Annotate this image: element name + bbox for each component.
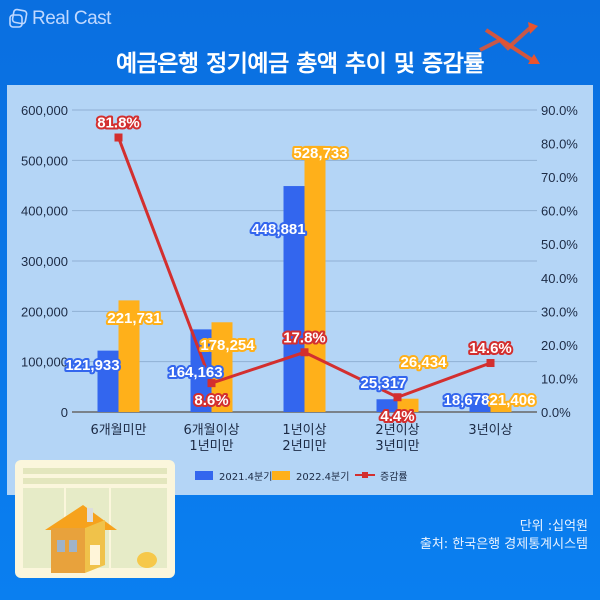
- bar-2022: [118, 300, 140, 412]
- brand-name: Real Cast: [32, 8, 111, 29]
- unit-label: 단위 :십억원: [519, 519, 588, 534]
- legend-label-2021: 2021.4분기: [219, 471, 272, 483]
- bar-2021: [97, 350, 119, 412]
- x-tick: 6개월미만: [90, 423, 146, 438]
- bar-2022: [304, 145, 326, 412]
- x-tick: 3년미만: [375, 439, 419, 454]
- realcast-logo-icon: [9, 8, 28, 28]
- growth-marker: [393, 393, 402, 402]
- bar-2021: [190, 329, 212, 412]
- data-label-2021: 448,881: [251, 221, 305, 238]
- data-label-2022: 21,406: [490, 392, 536, 409]
- y-left-tick: 0: [61, 405, 68, 420]
- house-illustration: [15, 460, 175, 578]
- growth-marker: [114, 133, 123, 142]
- page-title: 예금은행 정기예금 총액 추이 및 증감률: [115, 51, 485, 77]
- legend-label-2022: 2022.4분기: [296, 471, 349, 483]
- legend-marker-icon: [362, 472, 368, 478]
- y-right-tick: 20.0%: [541, 338, 578, 353]
- data-label-growth: 14.6%: [469, 340, 512, 357]
- bar-2022: [397, 398, 419, 412]
- growth-marker: [486, 359, 495, 368]
- x-tick: 2년미만: [282, 439, 326, 454]
- data-label-growth: 17.8%: [283, 329, 326, 346]
- data-label-2022: 221,731: [107, 310, 161, 327]
- y-right-tick: 0.0%: [541, 405, 571, 420]
- data-label-2021: 18,678: [444, 392, 490, 409]
- y-left-tick: 600,000: [21, 103, 68, 118]
- bar-2021: [376, 399, 398, 412]
- y-right-tick: 70.0%: [541, 170, 578, 185]
- data-label-2022: 178,254: [200, 337, 255, 354]
- y-right-tick: 30.0%: [541, 304, 578, 319]
- y-right-tick: 90.0%: [541, 103, 578, 118]
- x-tick: 1년미만: [189, 439, 233, 454]
- y-right-tick: 80.0%: [541, 137, 578, 152]
- footer: 단위 :십억원 출처: 한국은행 경제통계시스템: [420, 518, 588, 554]
- y-left-tick: 300,000: [21, 254, 68, 269]
- data-label-2021: 25,317: [361, 375, 407, 392]
- source-label: 출처: 한국은행 경제통계시스템: [419, 537, 588, 552]
- data-label-growth: 4.4%: [380, 408, 414, 425]
- x-tick: 2년이상: [375, 423, 419, 438]
- x-tick: 1년이상: [282, 423, 326, 438]
- y-left-tick: 500,000: [21, 153, 68, 168]
- y-right-tick: 50.0%: [541, 237, 578, 252]
- growth-marker: [207, 379, 216, 388]
- legend-swatch-2022: [272, 471, 290, 480]
- bar-2022: [211, 322, 233, 412]
- bar-2022: [490, 401, 512, 412]
- brand-logo: Real Cast: [8, 8, 111, 30]
- data-label-2021: 121,933: [65, 357, 119, 374]
- data-label-2022: 26,434: [401, 354, 448, 371]
- x-tick: 3년이상: [468, 423, 512, 438]
- y-left-tick: 400,000: [21, 204, 68, 219]
- data-label-growth: 81.8%: [97, 115, 140, 132]
- y-right-tick: 40.0%: [541, 271, 578, 286]
- x-tick: 6개월이상: [183, 423, 239, 438]
- trend-arrows-icon: [479, 22, 540, 64]
- y-right-tick: 10.0%: [541, 371, 578, 386]
- bar-2021: [283, 186, 305, 412]
- data-label-2022: 528,733: [293, 145, 347, 162]
- data-label-growth: 8.6%: [194, 392, 228, 409]
- y-left-tick: 200,000: [21, 304, 68, 319]
- y-right-tick: 60.0%: [541, 204, 578, 219]
- y-left-tick: 100,000: [21, 355, 68, 370]
- legend-swatch-2021: [195, 471, 213, 480]
- bar-2021: [469, 402, 491, 412]
- legend-label-growth: 증감률: [380, 471, 408, 483]
- data-label-2021: 164,163: [168, 364, 222, 381]
- growth-marker: [300, 348, 309, 357]
